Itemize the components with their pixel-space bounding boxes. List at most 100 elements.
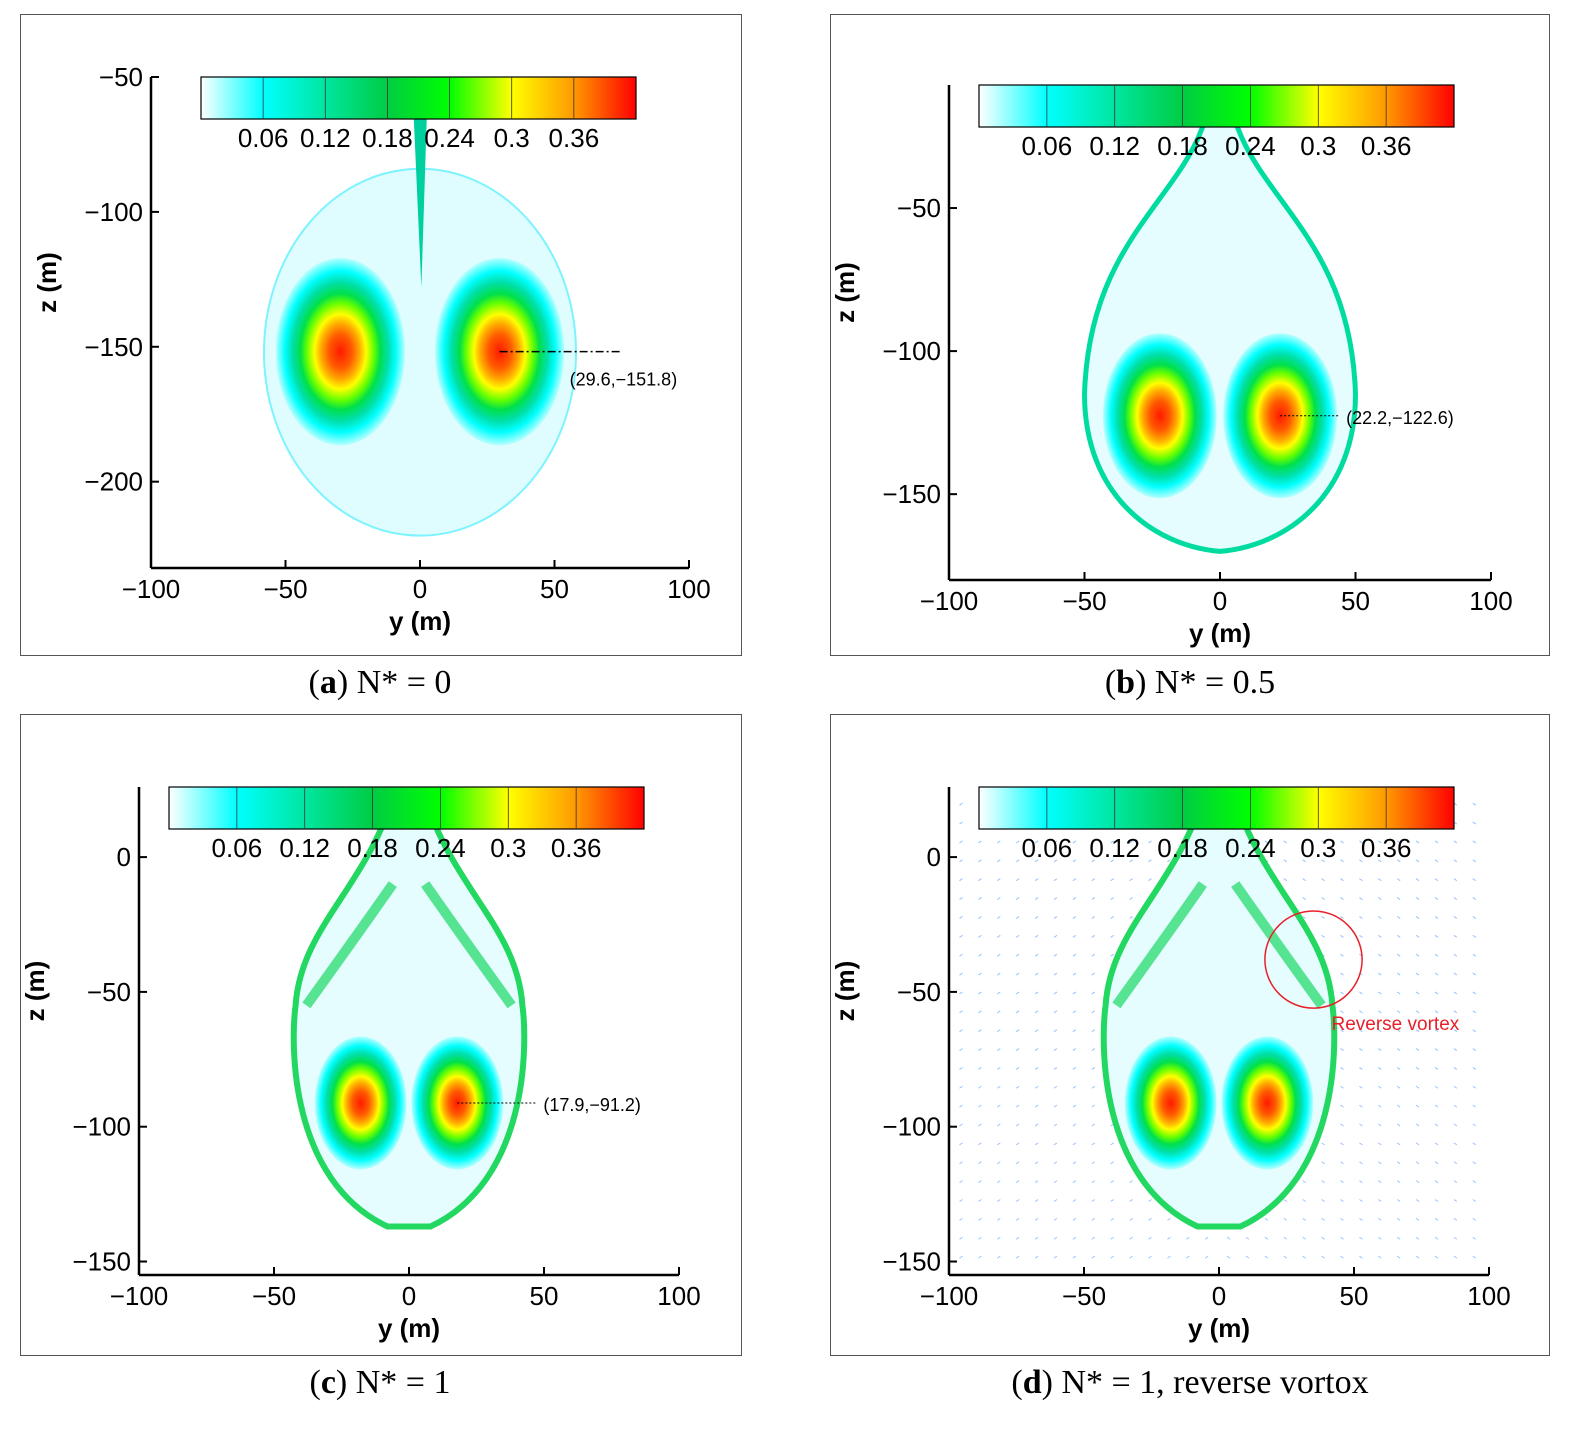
- vector-arrow: [1359, 1104, 1363, 1108]
- vector-arrow: [1340, 1029, 1344, 1033]
- vector-arrow: [1053, 1199, 1058, 1202]
- vortex-left: [314, 1036, 407, 1170]
- vector-arrow: [1415, 972, 1420, 976]
- x-tick-label: 0: [1213, 586, 1227, 616]
- vector-arrow: [1453, 1180, 1458, 1184]
- vector-arrow: [1340, 1217, 1344, 1221]
- vector-arrow: [997, 1048, 1001, 1051]
- y-tick-label: 0: [927, 842, 941, 872]
- vector-arrow: [1453, 1029, 1458, 1033]
- vector-arrow: [1453, 1123, 1458, 1127]
- y-tick-label: 0: [117, 842, 131, 872]
- vector-arrow: [1091, 991, 1096, 995]
- y-tick-label: −150: [882, 1247, 941, 1277]
- x-tick-label: −100: [110, 1281, 169, 1311]
- vector-arrow: [959, 1142, 963, 1146]
- vector-arrow: [1453, 840, 1458, 844]
- vector-arrow: [1034, 972, 1039, 976]
- vector-arrow: [1415, 1217, 1420, 1221]
- vector-arrow: [1453, 1236, 1458, 1240]
- vector-arrow: [1396, 1217, 1401, 1221]
- x-axis-label: y (m): [1188, 1313, 1250, 1343]
- colorbar-tick-label: 0.3: [494, 123, 530, 153]
- vector-arrow: [1340, 1010, 1344, 1014]
- vector-arrow: [997, 1142, 1001, 1146]
- vector-arrow: [1340, 1255, 1344, 1259]
- vector-arrow: [1321, 1236, 1325, 1240]
- vector-arrow: [1434, 897, 1439, 900]
- vector-arrow: [997, 859, 1001, 863]
- vector-arrow: [1072, 915, 1077, 919]
- vector-arrow: [1396, 1180, 1401, 1184]
- panel-d: −100 −50 0 50 100 0 −50 −100 −150 y (m) z (m) 0.06 0…: [830, 714, 1550, 1356]
- vector-arrow: [1015, 1010, 1020, 1014]
- vector-arrow: [1340, 859, 1344, 863]
- vector-arrow: [1072, 972, 1077, 976]
- vector-arrow: [1472, 1236, 1477, 1240]
- vector-arrow: [1453, 1010, 1458, 1014]
- vector-arrow: [959, 934, 963, 938]
- vector-arrow: [1321, 1199, 1325, 1202]
- x-tick-label: 100: [1469, 586, 1512, 616]
- vector-arrow: [1396, 1048, 1401, 1051]
- vector-arrow: [1453, 915, 1458, 919]
- vector-arrow: [1053, 859, 1058, 863]
- vector-arrow: [1378, 1255, 1382, 1259]
- vector-arrow: [1072, 1066, 1077, 1070]
- vector-arrow: [1034, 991, 1039, 995]
- vector-arrow: [1091, 915, 1096, 919]
- vector-arrow: [978, 1199, 982, 1202]
- vector-arrow: [978, 897, 982, 900]
- colorbar: 0.06 0.12 0.18 0.24 0.3 0.36: [978, 84, 1455, 161]
- vector-arrow: [1226, 1236, 1231, 1240]
- x-tick-label: 0: [1212, 1281, 1226, 1311]
- x-tick-label: 0: [402, 1281, 416, 1311]
- vector-arrow: [1091, 840, 1096, 844]
- vector-arrow: [1340, 897, 1344, 900]
- vector-arrow: [1378, 840, 1382, 844]
- vector-arrow: [1415, 991, 1420, 995]
- vector-arrow: [1396, 1255, 1401, 1259]
- vector-arrow: [997, 972, 1001, 976]
- shear-layer-left: [1112, 881, 1207, 1009]
- axes: −100 −50 0 50 100 0 −50 −100 −150 y (m) z (m): [20, 787, 701, 1343]
- x-tick-label: −50: [1062, 1281, 1106, 1311]
- caption-b-text: N* = 0.5: [1154, 664, 1276, 701]
- vector-arrow: [1340, 953, 1344, 957]
- vector-arrow: [1283, 840, 1288, 844]
- vector-arrow: [997, 991, 1001, 995]
- vector-arrow: [997, 1010, 1001, 1014]
- vector-arrow: [1015, 934, 1020, 938]
- vector-arrow: [959, 1104, 963, 1108]
- vector-arrow: [1359, 1123, 1363, 1127]
- vector-arrow: [1396, 934, 1401, 938]
- vector-arrow: [1340, 840, 1344, 844]
- flow-field: [290, 787, 528, 1230]
- vector-arrow: [1359, 915, 1363, 919]
- vector-arrow: [1072, 897, 1077, 900]
- vector-arrow: [1378, 915, 1382, 919]
- x-tick-label: 50: [530, 1281, 559, 1311]
- vector-arrow: [1415, 1066, 1420, 1070]
- vector-arrow: [1472, 821, 1477, 825]
- vector-arrow: [1378, 1029, 1382, 1033]
- vector-arrow: [1129, 1180, 1133, 1184]
- vector-arrow: [1072, 1199, 1077, 1202]
- vector-arrow: [997, 878, 1001, 882]
- vector-arrow: [1110, 859, 1114, 863]
- vector-arrow: [1034, 840, 1039, 844]
- vector-arrow: [1264, 1236, 1269, 1240]
- vector-arrow: [1302, 1199, 1306, 1202]
- vector-arrow: [1302, 840, 1306, 844]
- vector-arrow: [1283, 878, 1288, 882]
- vector-arrow: [1359, 1048, 1363, 1051]
- vector-arrow: [1129, 915, 1133, 919]
- vector-arrow: [1453, 878, 1458, 882]
- vector-arrow: [1302, 1255, 1306, 1259]
- vector-arrow: [1167, 1255, 1171, 1259]
- vector-arrow: [1434, 878, 1439, 882]
- vector-arrow: [1264, 1255, 1269, 1259]
- colorbar-tick-label: 0.36: [1361, 833, 1412, 863]
- vector-arrow: [1453, 1104, 1458, 1108]
- vector-arrow: [1072, 840, 1077, 844]
